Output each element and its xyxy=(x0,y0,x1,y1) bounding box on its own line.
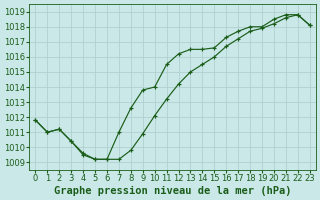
X-axis label: Graphe pression niveau de la mer (hPa): Graphe pression niveau de la mer (hPa) xyxy=(54,186,291,196)
